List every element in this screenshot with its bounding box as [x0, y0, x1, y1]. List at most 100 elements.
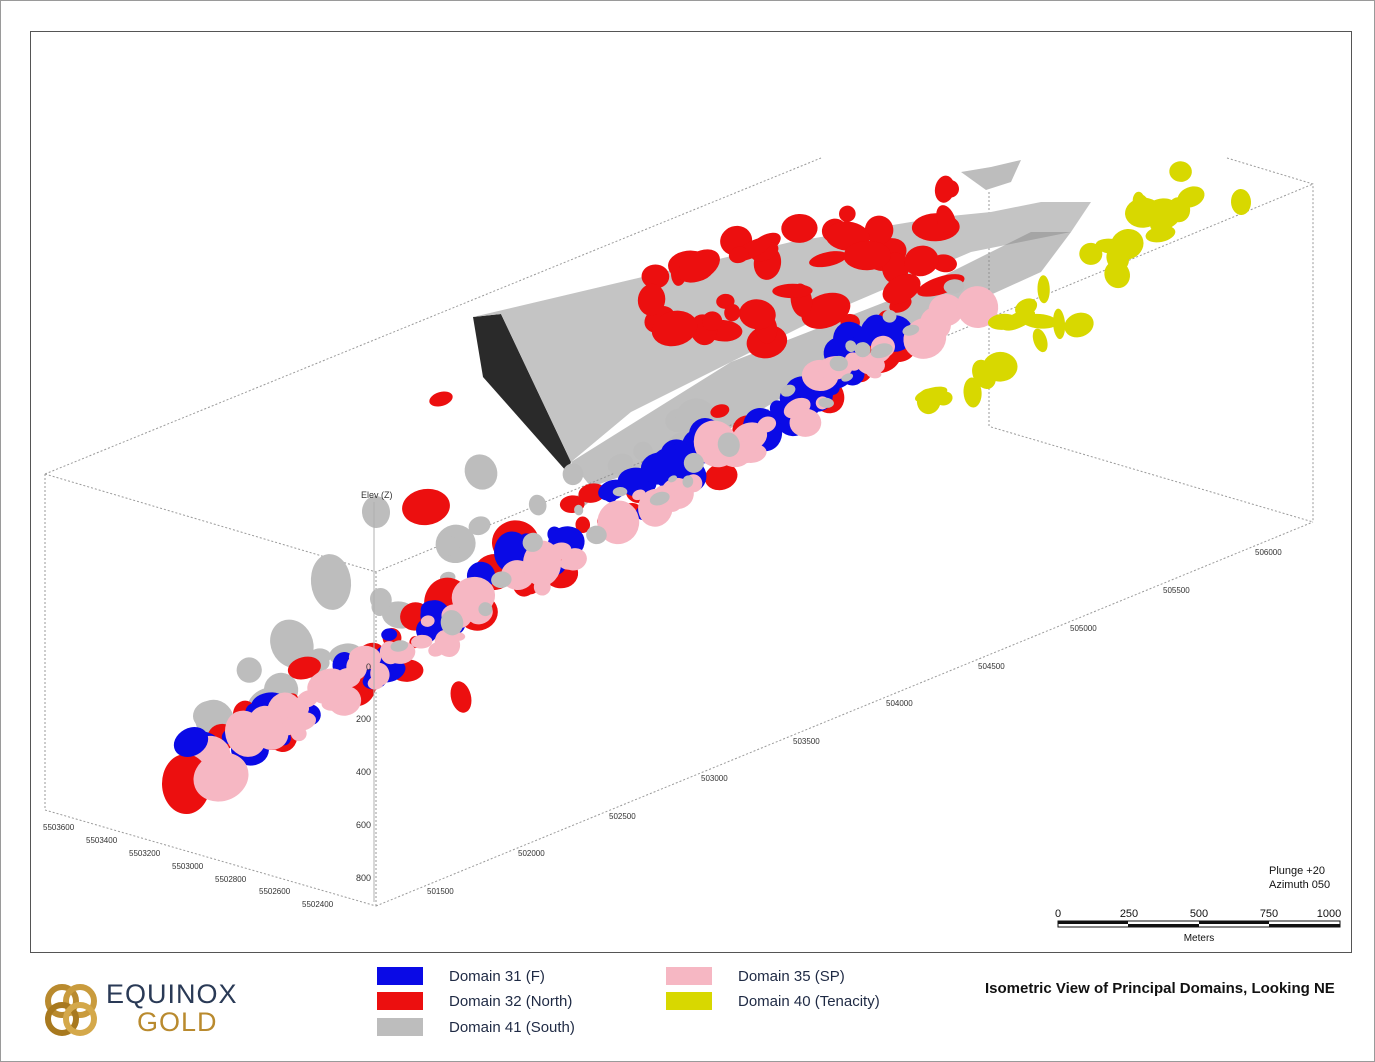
domain-32-body: [701, 311, 723, 331]
domain-32-body: [287, 656, 321, 680]
domain-40-body: [1145, 225, 1176, 243]
domain-32-body: [578, 483, 606, 503]
domain-35-body: [335, 667, 361, 688]
domain-40-body: [1079, 242, 1103, 265]
domain-32-body: [641, 264, 670, 289]
easting-tick-label: 504500: [978, 662, 1005, 671]
domain-32-body: [724, 303, 741, 322]
legend-swatch: [377, 1018, 423, 1036]
domain-32-body: [678, 249, 720, 283]
elevation-tick-label: 800: [356, 873, 371, 883]
easting-tick-label: 503500: [793, 737, 820, 746]
domain-40-body: [1037, 275, 1050, 304]
logo-wordmark-gold: GOLD: [137, 1007, 218, 1037]
scale-bar: 0 250 500 750 1000 Meters: [1055, 908, 1341, 944]
northing-tick-label: 5503600: [43, 823, 75, 832]
domain-32-body: [882, 273, 921, 305]
northing-tick-label: 5502400: [302, 900, 334, 909]
logo-mark-icon: [45, 984, 97, 1036]
domain-35-body: [632, 489, 646, 501]
domain-41-body: [818, 397, 834, 408]
domain-41-body: [478, 602, 493, 617]
domain-35-body: [367, 676, 384, 690]
domain-32-body: [936, 205, 957, 235]
domain-32-body: [651, 310, 698, 347]
scale-tick-label: 1000: [1317, 908, 1341, 920]
domain-31-body: [173, 726, 209, 758]
domain-40-body: [963, 377, 982, 408]
scale-tick-label: 250: [1120, 908, 1138, 920]
elevation-tick-label: 200: [356, 714, 371, 724]
domain-40-body: [1052, 308, 1066, 340]
easting-tick-label: 505000: [1070, 624, 1097, 633]
domain-bodies: [161, 161, 1252, 814]
domain-41-body: [882, 309, 897, 323]
domain-35-body: [411, 634, 433, 649]
northing-tick-label: 5502800: [215, 875, 247, 884]
isometric-view: Elev (Z) 0 200 400 600 800 5503600 55034…: [43, 157, 1341, 944]
domain-41-body: [717, 432, 740, 457]
elevation-tick-label: 0: [366, 662, 371, 672]
azimuth-label: Azimuth 050: [1269, 879, 1330, 891]
domain-41-body: [854, 342, 871, 358]
domain-32-body: [739, 299, 776, 330]
elevation-tick-label: 400: [356, 767, 371, 777]
easting-tick-label: 504000: [886, 699, 913, 708]
domain-41-body: [902, 324, 920, 336]
northing-tick-label: 5503200: [129, 849, 161, 858]
domain-32-body: [843, 240, 892, 271]
domain-41-body: [586, 525, 607, 545]
domain-32-body: [429, 391, 453, 407]
legend-swatch: [666, 967, 712, 985]
scale-tick-label: 750: [1260, 908, 1278, 920]
domain-35-body: [757, 416, 777, 433]
northing-tick-label: 5502600: [259, 887, 291, 896]
elevation-axis-label: Elev (Z): [361, 490, 393, 500]
figure-caption: Isometric View of Principal Domains, Loo…: [985, 980, 1335, 997]
elevation-axis: Elev (Z) 0 200 400 600 800: [356, 490, 393, 902]
domain-35-body: [561, 548, 587, 571]
domain-31-body: [420, 600, 442, 620]
domain-41-body: [574, 504, 584, 516]
domain-32-body: [864, 215, 894, 245]
domain-32-body: [801, 292, 851, 329]
legend-label: Domain 41 (South): [449, 1018, 575, 1036]
domain-41-body: [943, 279, 965, 294]
domain-41-body: [612, 487, 628, 497]
domain-35-body: [420, 615, 435, 627]
domain-32-body: [728, 246, 749, 264]
domain-40-body: [1169, 161, 1192, 182]
domain-40-body: [1032, 328, 1048, 353]
domain-41-body: [361, 496, 391, 528]
legend-item-domain-40: Domain 40 (Tenacity): [666, 990, 880, 1012]
domain-41-body: [841, 373, 854, 382]
domain-32-body: [781, 213, 818, 243]
northing-tick-label: 5503000: [172, 862, 204, 871]
domain-40-body: [1125, 197, 1162, 228]
domain-40-body: [914, 386, 948, 403]
domain-35-body: [248, 705, 283, 744]
domain-35-body: [348, 645, 382, 670]
domain-35-body: [866, 369, 882, 379]
domain-32-body: [772, 283, 813, 299]
domain-32-body: [839, 205, 856, 223]
legend-label: Domain 32 (North): [449, 992, 573, 1010]
domain-32-body: [704, 463, 738, 491]
legend-label: Domain 35 (SP): [738, 967, 845, 985]
domain-32-body: [934, 175, 955, 203]
domain-41-body: [845, 340, 857, 352]
domain-35-body: [956, 286, 999, 328]
domain-35-body: [326, 690, 342, 706]
domain-41-body: [633, 441, 653, 461]
domain-40-body: [1001, 309, 1036, 331]
scale-tick-label: 500: [1190, 908, 1208, 920]
scale-tick-label: 0: [1055, 908, 1061, 920]
domain-41-body: [829, 355, 848, 372]
scale-unit-label: Meters: [1184, 933, 1215, 944]
legend-label: Domain 31 (F): [449, 967, 545, 985]
northing-tick-label: 5503400: [86, 836, 118, 845]
domain-41-body: [491, 571, 512, 589]
domain-41-body: [439, 536, 460, 556]
domain-41-body: [440, 610, 464, 636]
domain-40-body: [1177, 186, 1205, 208]
